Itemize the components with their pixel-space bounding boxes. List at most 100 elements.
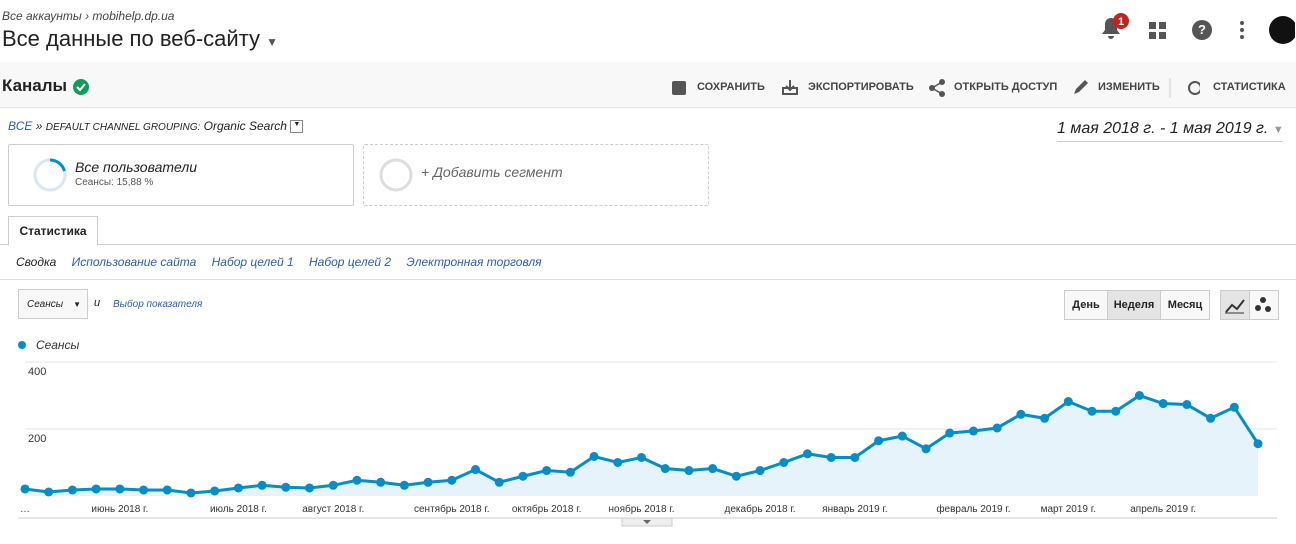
- point: [589, 451, 599, 461]
- point: [399, 480, 409, 490]
- subtab[interactable]: Сводка: [16, 255, 57, 269]
- breadcrumb: Все аккаунты › mobihelp.dp.ua: [2, 9, 175, 23]
- segment-card[interactable]: [8, 144, 354, 206]
- subtab[interactable]: Набор целей 1: [211, 255, 294, 269]
- conjunction: и: [94, 297, 101, 309]
- x-tick-label: декабрь 2018 г.: [725, 503, 796, 515]
- date-range[interactable]: 1 мая 2018 г. - 1 мая 2019 г. ▼: [1057, 120, 1284, 142]
- line-view-button[interactable]: [1220, 290, 1250, 320]
- action-button[interactable]: ИЗМЕНИТЬ: [1098, 81, 1160, 93]
- point: [67, 485, 77, 495]
- action-button[interactable]: СОХРАНИТЬ: [697, 81, 765, 93]
- dropdown[interactable]: ▼: [290, 120, 304, 134]
- point: [637, 452, 646, 462]
- point: [542, 466, 552, 476]
- x-tick-label: январь 2019 г.: [822, 504, 887, 515]
- point: [305, 483, 315, 493]
- view-icons: [1225, 297, 1271, 314]
- point: [139, 485, 149, 495]
- point: [802, 449, 812, 459]
- add-ring: [379, 158, 413, 192]
- point: [186, 488, 196, 498]
- breadcrumb-root[interactable]: Все аккаунты: [2, 9, 82, 23]
- point: [257, 480, 267, 490]
- add-segment-card[interactable]: [363, 144, 709, 206]
- view-selector[interactable]: Все данные по веб-сайту ▼: [2, 26, 279, 51]
- point: [162, 485, 172, 495]
- point: [1206, 413, 1216, 423]
- period-button[interactable]: Неделя: [1107, 290, 1161, 320]
- point: [660, 464, 670, 474]
- grouping-value: Organic Search: [203, 119, 287, 133]
- point: [850, 452, 860, 462]
- point: [233, 483, 243, 493]
- point: [471, 465, 481, 475]
- segment-detail: Сеансы: 15,88 %: [75, 177, 154, 188]
- x-tick-label: февраль 2019 г.: [936, 503, 1010, 515]
- svg-text:?: ?: [1198, 22, 1206, 37]
- point: [210, 486, 220, 496]
- point: [352, 475, 362, 485]
- metric-selector[interactable]: Сеансы ▼: [18, 289, 88, 319]
- action-button[interactable]: ЭКСПОРТИРОВАТЬ: [808, 81, 914, 93]
- point: [968, 426, 978, 436]
- point: [376, 477, 386, 487]
- badge: [1113, 13, 1129, 29]
- segment-name: Все пользователи: [75, 159, 198, 175]
- menu-icon[interactable]: [1240, 21, 1244, 39]
- point: [731, 471, 741, 481]
- point: [423, 477, 433, 487]
- point: [281, 482, 291, 492]
- action-button[interactable]: СТАТИСТИКА: [1213, 81, 1286, 93]
- point: [992, 423, 1002, 433]
- area: [25, 395, 1258, 496]
- point: [91, 484, 101, 494]
- point: [115, 484, 125, 494]
- action-button[interactable]: ОТКРЫТЬ ДОСТУП: [954, 81, 1058, 93]
- point: [1134, 391, 1144, 400]
- point: [1016, 409, 1026, 419]
- x-tick-label: июнь 2018 г.: [91, 504, 148, 515]
- period-button[interactable]: День: [1064, 290, 1108, 320]
- date-range-text: 1 мая 2018 г. - 1 мая 2019 г.: [1057, 120, 1269, 137]
- x-tick-label: сентябрь 2018 г.: [414, 503, 490, 515]
- header-icons: 1 ?: [1102, 13, 1295, 44]
- filter-root[interactable]: ВСЕ: [8, 119, 33, 133]
- subtab[interactable]: Электронная торговля: [406, 255, 542, 269]
- segment-ring: [33, 158, 67, 192]
- point: [1229, 402, 1239, 412]
- point: [328, 480, 338, 490]
- x-tick-label: ноябрь 2018 г.: [608, 503, 674, 515]
- metric-add[interactable]: Выбор показателя: [113, 299, 203, 310]
- add-segment: + Добавить сегмент: [421, 164, 563, 180]
- avatar[interactable]: [1269, 16, 1295, 44]
- breadcrumb-site[interactable]: mobihelp.dp.ua: [92, 9, 175, 23]
- point: [447, 475, 457, 485]
- subtab[interactable]: Использование сайта: [71, 255, 197, 269]
- tab[interactable]: Статистика: [8, 216, 98, 246]
- x-tick-label: июль 2018 г.: [210, 504, 267, 515]
- subtab[interactable]: Набор целей 2: [309, 255, 392, 269]
- metric-name: Сеансы: [27, 299, 64, 310]
- point: [826, 452, 836, 462]
- point: [708, 464, 718, 474]
- legend-label: Сеансы: [36, 338, 79, 352]
- x-tick-label: …: [20, 504, 30, 515]
- help-icon[interactable]: [1192, 20, 1212, 40]
- chart: 200 400 … июнь 2018 г. июль 2018 г. август 20…: [18, 338, 1277, 527]
- point: [20, 484, 30, 494]
- point: [518, 471, 528, 481]
- period-button[interactable]: Месяц: [1160, 290, 1210, 320]
- point: [1063, 397, 1073, 407]
- point: [565, 467, 575, 477]
- point: [1087, 406, 1097, 416]
- badge-count: 1: [1118, 16, 1124, 28]
- point: [1158, 399, 1168, 409]
- motion-view-button[interactable]: [1249, 290, 1279, 320]
- x-tick-label: октябрь 2018 г.: [512, 503, 582, 515]
- point: [1040, 413, 1050, 423]
- apps-icon[interactable]: [1149, 22, 1166, 39]
- point: [874, 436, 884, 446]
- x-tick-label: август 2018 г.: [302, 504, 364, 515]
